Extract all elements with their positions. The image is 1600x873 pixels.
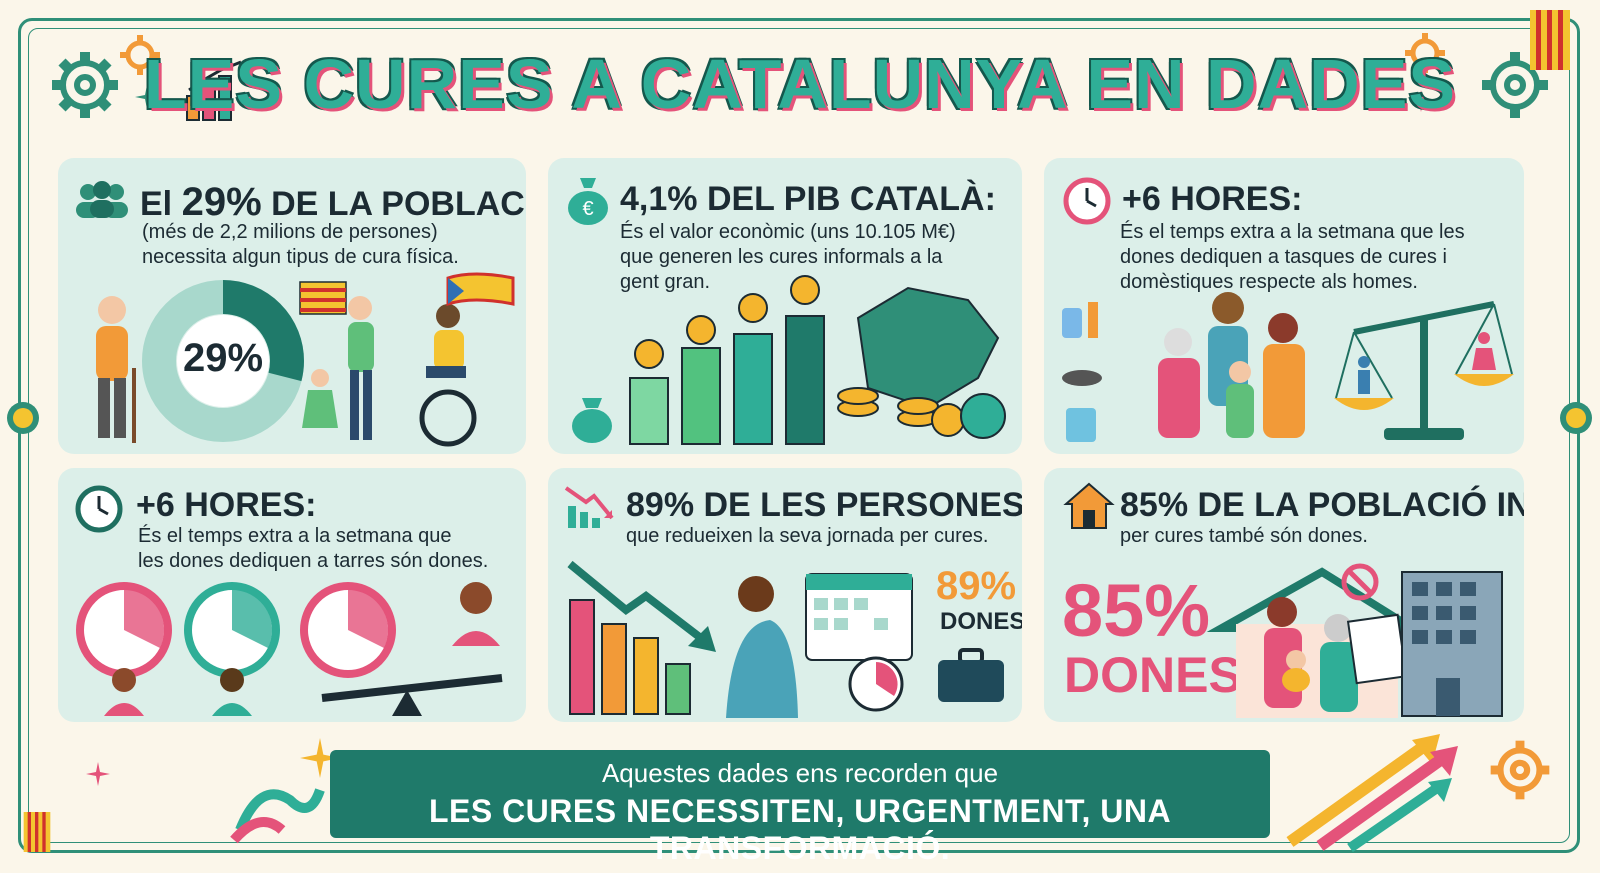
gear-icon [1405,33,1445,73]
reduced-hours-stat-label: DONES [940,608,1022,635]
side-ornament [1560,402,1592,434]
money-bag-icon: € [568,178,608,225]
svg-text:€: € [582,198,593,220]
card-heading: 4,1% DEL PIB CATALÀ: [620,180,996,218]
card-description: És el temps extra a la setmana que les do… [1120,221,1465,293]
catalan-flag-icon [23,812,51,852]
inner-frame [28,28,1570,843]
card-description: És el valor econòmic (uns 10.105 M€) que … [620,221,956,293]
gear-icon [1490,740,1550,800]
trend-down-icon [564,486,614,528]
side-ornament [7,402,39,434]
growth-arrows-illustration [1286,734,1458,853]
coins-bar-illustration [572,275,1006,445]
card-heading: 89% DE LES PERSONES [626,486,1022,524]
reduced-hours-stat: 89% [936,564,1017,608]
gear-icon [1482,52,1548,118]
household-illustration [1062,292,1305,442]
conclusion-line-2: LES CURES NECESSITEN, URGENTMENT, UNA TR… [428,793,1172,866]
elderly-man-illustration [96,296,136,443]
card-heading: +6 HORES: [136,486,317,524]
card-description: És el temps extra a la setmana que les do… [138,525,489,572]
outer-frame [18,18,1580,853]
donut-chart [142,280,304,442]
ribbon-decoration [230,788,325,844]
inactive-stat-label: DONES [1064,647,1242,703]
card-inactive-population: 85% DE LA POBLACIÓ INACTIVA per cures ta… [1044,468,1524,722]
family-illustration [299,272,515,447]
page-title: LES CURES A CATALUNYA EN DADES [143,45,1457,123]
card-population: El 29% DE LA POBLACIÓ (més de 2,2 milion… [58,158,526,454]
sparkle-icon [300,738,340,778]
decline-bar-illustration [567,560,913,718]
clocks-illustration [76,582,503,716]
gear-icon [120,35,160,75]
card-reduced-hours: 89% DE LES PERSONES que redueixen la sev… [548,468,1022,722]
catalan-flag-icon [1530,10,1570,70]
people-icon [76,181,128,218]
scale-icon [1334,301,1514,440]
sparkle-icon [135,85,159,109]
card-description: (més de 2,2 milions de persones) necessit… [142,221,459,268]
card-heading: +6 HORES: [1122,180,1303,218]
card-gdp: € 4,1% DEL PIB CATALÀ: És el valor econò… [548,158,1022,454]
conclusion-banner: Aquestes dades ens recorden que LES CURE… [330,750,1270,866]
card-hours-domestic: +6 HORES: És el temps extra a la setmana… [1044,158,1524,454]
sparkle-icon [86,762,110,786]
house-icon [1063,482,1115,529]
donut-value: 29% [183,336,264,380]
clock-icon [75,485,123,533]
card-heading: El 29% DE LA POBLACIÓ [140,180,526,224]
conclusion-line-1: Aquestes dades ens recorden que [601,758,999,788]
briefcase-icon [938,648,1004,702]
card-description: per cures també són dones. [1120,525,1368,547]
inactive-stat: 85% [1062,569,1211,652]
card-description: que redueixen la seva jornada per cures. [626,525,989,547]
card-hours-women: +6 HORES: És el temps extra a la setmana… [58,468,526,722]
clock-icon [1063,177,1111,225]
card-heading: 85% DE LA POBLACIÓ INACTIVA [1120,486,1524,524]
caregivers-house-illustration [1206,563,1503,718]
sparkle-icon [1410,90,1432,112]
gear-icon [52,52,118,118]
bar-chart-icon [186,60,242,121]
